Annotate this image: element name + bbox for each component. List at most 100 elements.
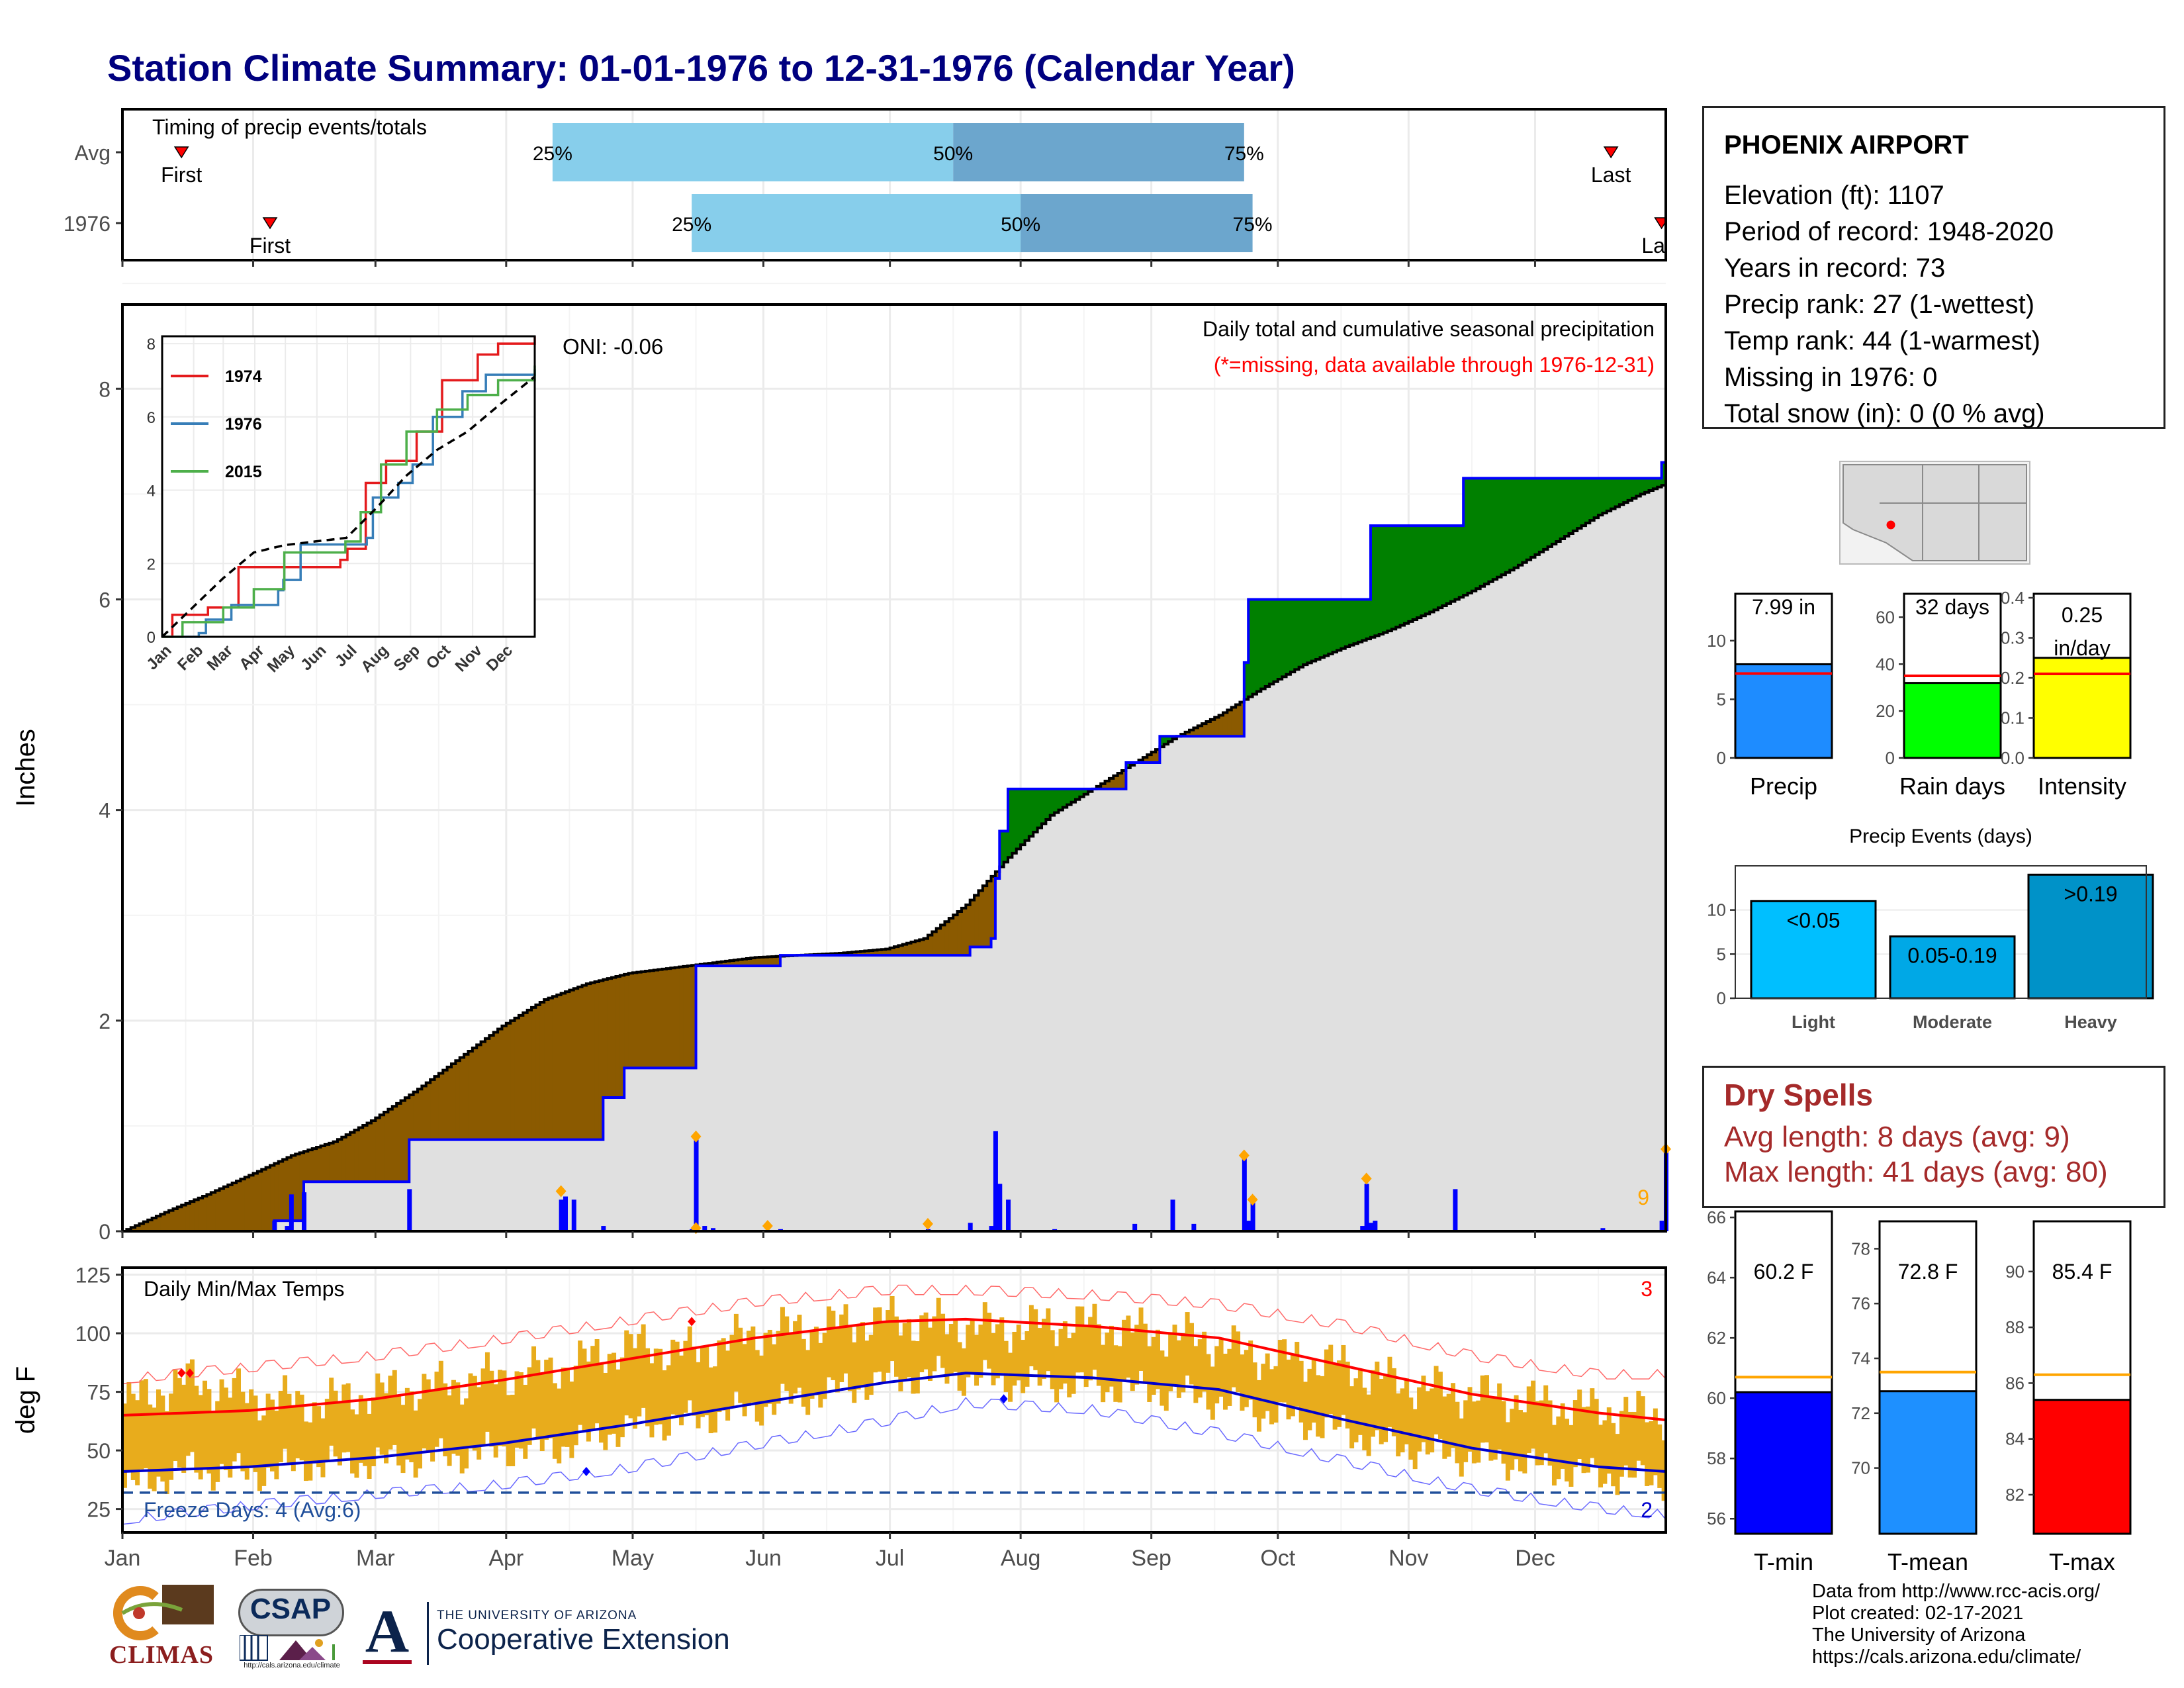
daily-temp-range-bar xyxy=(1387,1356,1392,1427)
precip-surplus-area xyxy=(1459,526,1464,598)
precip-deficit-area xyxy=(915,941,921,956)
precip-deficit-area xyxy=(948,918,954,956)
tmean-bar-chart-y-tick-label: 76 xyxy=(1851,1293,1870,1313)
daily-temp-range-bar xyxy=(852,1342,857,1403)
precip-deficit-area xyxy=(426,1082,431,1140)
daily-precip-bar xyxy=(301,1192,306,1231)
month-tick-label: Feb xyxy=(234,1546,273,1571)
precip-deficit-area xyxy=(751,958,756,966)
precip-surplus-area xyxy=(1345,599,1350,647)
tmean-bar-chart-y-tick-label: 74 xyxy=(1851,1348,1870,1368)
precip-deficit-area xyxy=(409,1094,414,1140)
precip-deficit-area xyxy=(548,998,553,1140)
daily-temp-range-bar xyxy=(498,1370,503,1446)
daily-temp-range-bar xyxy=(746,1331,751,1406)
daily-temp-range-bar xyxy=(548,1357,553,1438)
precip-deficit-area xyxy=(557,994,562,1140)
precip-deficit-area xyxy=(995,871,1001,879)
timing-bar-q25-q50 xyxy=(552,123,954,181)
precip-deficit-area xyxy=(506,1023,511,1140)
precip-surplus-area xyxy=(1021,788,1026,845)
daily-temp-range-bar xyxy=(822,1333,827,1399)
daily-temp-range-bar xyxy=(1404,1378,1409,1444)
daily-temp-range-bar xyxy=(219,1379,224,1464)
dry-spells-avg: Avg length: 8 days (avg: 9) xyxy=(1724,1121,2070,1153)
timing-quartile-label: 50% xyxy=(1001,214,1040,236)
precip-deficit-area xyxy=(868,950,874,956)
daily-temp-range-bar xyxy=(283,1375,288,1449)
daily-temp-range-bar xyxy=(1636,1390,1641,1461)
precip-surplus-area xyxy=(1391,526,1397,630)
precip-surplus-area xyxy=(1433,526,1439,610)
daily-temp-range-bar xyxy=(1214,1346,1220,1404)
daily-temp-range-bar xyxy=(670,1339,676,1415)
daily-temp-range-bar xyxy=(970,1319,975,1374)
daily-temp-range-bar xyxy=(299,1394,304,1461)
events-y-tick-label: 10 xyxy=(1707,900,1726,920)
daily-temp-range-bar xyxy=(274,1411,279,1479)
precip-deficit-area xyxy=(464,1054,469,1140)
daily-temp-range-bar xyxy=(1028,1305,1034,1367)
footer-credits: Data from http://www.rcc-acis.org/ Plot … xyxy=(1812,1581,2100,1668)
precip-surplus-area xyxy=(1042,788,1047,824)
precip-y-tick-label: 0 xyxy=(99,1220,111,1244)
precip-deficit-area xyxy=(354,1130,359,1182)
daily-temp-range-bar xyxy=(1488,1397,1494,1461)
daily-temp-range-bar xyxy=(1240,1354,1245,1411)
precip-surplus-area xyxy=(1627,478,1633,500)
precip-deficit-area xyxy=(746,958,752,966)
precip-deficit-area xyxy=(932,931,937,956)
daily-temp-range-bar xyxy=(683,1340,688,1413)
temp-record-min-line xyxy=(122,1397,1666,1525)
precip-y-axis-label: Inches xyxy=(11,729,40,807)
precip-surplus-area xyxy=(1290,599,1296,673)
rain-days-bar-chart-y-tick-label: 60 xyxy=(1876,607,1895,627)
precip-deficit-area xyxy=(873,950,878,956)
daily-temp-range-bar xyxy=(953,1319,958,1372)
daily-temp-range-bar xyxy=(738,1327,743,1403)
daily-temp-range-bar xyxy=(767,1329,772,1404)
precip-surplus-area xyxy=(1282,599,1287,677)
precip-extreme-marker xyxy=(762,1220,773,1233)
daily-temp-range-bar xyxy=(396,1395,402,1466)
inset-y-tick-label: 4 xyxy=(147,483,156,500)
precip-surplus-area xyxy=(1522,478,1527,563)
precip-deficit-area xyxy=(535,1004,541,1140)
daily-temp-range-bar xyxy=(1437,1372,1443,1439)
precip-bar-chart-y-tick-label: 10 xyxy=(1707,631,1726,651)
precip-deficit-area xyxy=(333,1141,338,1182)
precip-deficit-area xyxy=(375,1117,381,1182)
precip-deficit-area xyxy=(970,900,975,947)
precip-surplus-area xyxy=(1024,788,1030,841)
precip-surplus-area xyxy=(1244,662,1250,700)
daily-temp-range-bar xyxy=(1105,1333,1110,1393)
precip-surplus-area xyxy=(1404,526,1410,624)
temperature-panel: 25 50 75 100 125 Jan Feb Mar Apr May Jun Jul Aug Sep O… xyxy=(11,1264,1667,1571)
precip-deficit-area xyxy=(350,1132,355,1182)
daily-temp-range-bar xyxy=(1569,1425,1574,1487)
daily-temp-range-bar xyxy=(1627,1411,1633,1478)
tmax-value-label: 85.4 F xyxy=(2052,1260,2113,1284)
daily-temp-range-bar xyxy=(1265,1353,1270,1411)
precip-surplus-area xyxy=(1531,478,1536,557)
precip-deficit-area xyxy=(1214,717,1220,737)
precip-deficit-area xyxy=(261,1169,267,1231)
precip-surplus-area xyxy=(1248,599,1253,697)
daily-temp-range-bar xyxy=(1024,1331,1030,1387)
timing-quartile-label: 25% xyxy=(672,214,711,236)
daily-temp-range-bar xyxy=(1231,1325,1236,1387)
temp-panel-title: Daily Min/Max Temps xyxy=(144,1277,344,1301)
precip-surplus-area xyxy=(1316,599,1321,659)
daily-temp-range-bar xyxy=(1611,1423,1616,1487)
precip-extreme-marker xyxy=(1361,1172,1372,1185)
precip-surplus-area xyxy=(1324,599,1330,656)
tmin-bar-chart-y-tick-label: 58 xyxy=(1707,1448,1726,1468)
precip-deficit-area xyxy=(514,1017,520,1140)
daily-temp-range-bar xyxy=(708,1367,713,1434)
daily-temp-range-bar xyxy=(696,1362,701,1429)
daily-temp-range-bar xyxy=(1185,1312,1190,1376)
daily-temp-range-bar xyxy=(464,1398,469,1469)
precip-deficit-area xyxy=(295,1154,300,1221)
daily-temp-range-bar xyxy=(1096,1324,1101,1386)
